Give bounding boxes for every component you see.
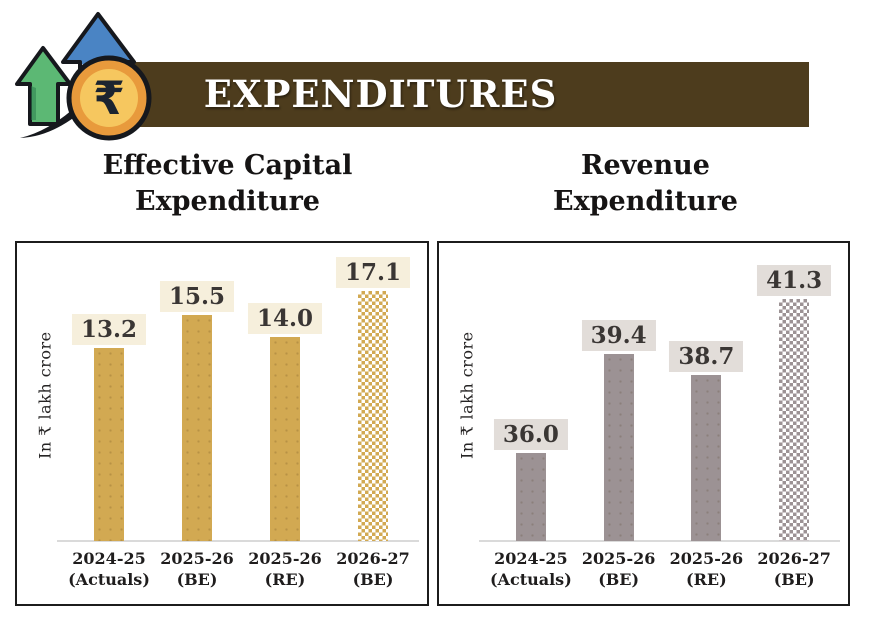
bar	[270, 337, 300, 541]
bar	[358, 291, 388, 541]
x-axis-labels: 2024-25 (Actuals) 2025-26 (BE) 2025-26 (RE) 20…	[65, 549, 417, 591]
x-axis-category-label: 2025-26 (RE)	[669, 549, 744, 589]
svg-text:₹: ₹	[93, 71, 125, 125]
bar	[779, 299, 810, 541]
chart-panel-revenue-expenditure: In ₹ lakh crore 36.0 39.4 38.7 41.3 2024-25…	[437, 241, 850, 606]
bar-column: 38.7	[663, 249, 751, 541]
bar-value-label: 41.3	[757, 265, 832, 296]
bar-value-label: 15.5	[159, 281, 235, 312]
page-title: EXPENDITURES	[203, 72, 558, 116]
x-axis-category-label: 2026-27 (BE)	[757, 549, 831, 589]
x-axis-category-label: 2026-27 (BE)	[336, 549, 410, 589]
bar-column: 36.0	[487, 249, 575, 541]
y-axis-label: In ₹ lakh crore	[457, 331, 477, 459]
bar-value-label: 38.7	[669, 341, 744, 372]
plot-area: 13.2 15.5 14.0 17.1	[57, 249, 419, 542]
bar-column: 15.5	[153, 249, 241, 541]
header-banner: EXPENDITURES	[88, 62, 809, 127]
bar-value-label: 17.1	[335, 257, 411, 288]
x-axis-baseline	[57, 540, 419, 542]
x-axis-labels: 2024-25 (Actuals) 2025-26 (BE) 2025-26 (RE) 20…	[487, 549, 838, 591]
bar-column: 13.2	[65, 249, 153, 541]
bar-column: 41.3	[750, 249, 838, 541]
x-axis-baseline	[479, 540, 840, 542]
x-axis-category-label: 2024-25 (Actuals)	[68, 549, 150, 589]
bar	[603, 354, 634, 541]
bar	[94, 348, 124, 541]
bar-column: 17.1	[329, 249, 417, 541]
bar-value-label: 13.2	[71, 314, 147, 345]
bar	[182, 315, 212, 541]
growth-arrows-rupee-coin-icon: ₹	[15, 12, 152, 141]
chart-panel-effective-capital-expenditure: In ₹ lakh crore 13.2 15.5 14.0 17.1 2024-25…	[15, 241, 429, 606]
bar-value-label: 14.0	[247, 303, 323, 334]
bar-value-label: 39.4	[581, 320, 656, 351]
bar-column: 39.4	[575, 249, 663, 541]
chart-title-revenue-expenditure: Revenue Expenditure	[552, 150, 738, 218]
y-axis-label: In ₹ lakh crore	[35, 331, 55, 459]
x-axis-category-label: 2025-26 (BE)	[160, 549, 234, 589]
bar	[515, 453, 546, 541]
bar-value-label: 36.0	[493, 419, 568, 450]
x-axis-category-label: 2025-26 (RE)	[248, 549, 322, 589]
bar-column: 14.0	[241, 249, 329, 541]
x-axis-category-label: 2025-26 (BE)	[581, 549, 656, 589]
bar	[691, 375, 722, 541]
x-axis-category-label: 2024-25 (Actuals)	[489, 549, 572, 589]
plot-area: 36.0 39.4 38.7 41.3	[479, 249, 840, 542]
chart-title-effective-capital-expenditure: Effective Capital Expenditure	[102, 150, 353, 218]
